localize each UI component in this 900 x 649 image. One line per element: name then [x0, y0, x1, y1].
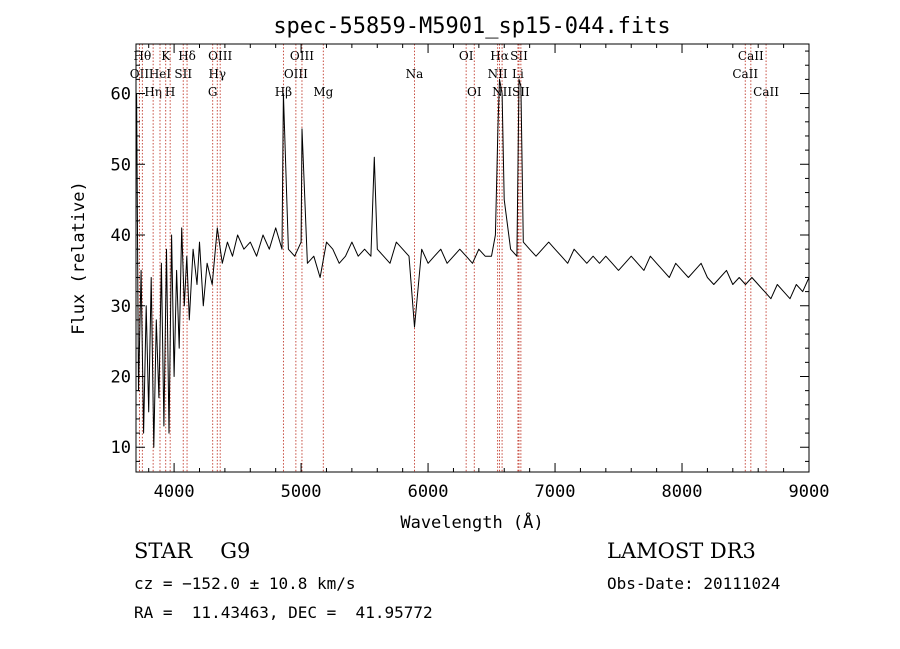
- line-marker-label-24: CaII: [738, 49, 764, 63]
- line-marker-label-16: OI: [459, 49, 474, 63]
- x-tick-label-6000: 6000: [408, 482, 449, 502]
- x-axis-label: Wavelength (Å): [400, 511, 543, 533]
- plot-frame: [135, 43, 810, 473]
- y-tick-label-30: 30: [111, 297, 131, 317]
- object-class: STAR G9: [134, 539, 250, 563]
- line-marker-label-0: OII: [130, 67, 150, 81]
- line-markers: OII Hθ Hη HeI K H SII Hδ OIII Hγ G Hβ OIII OIII Mg Na OI…: [130, 44, 779, 472]
- line-marker-label-10: G: [208, 85, 218, 99]
- x-tick-label-4000: 4000: [154, 482, 195, 502]
- line-marker-label-14: Mg: [313, 85, 333, 99]
- line-marker-label-12: OIII: [290, 49, 314, 63]
- y-tick-label-10: 10: [111, 438, 131, 458]
- coordinates: RA = 11.43463, DEC = 41.95772: [134, 603, 433, 622]
- line-marker-label-11: Hβ: [275, 85, 292, 99]
- line-marker-label-22: Li: [512, 67, 524, 81]
- line-marker-label-18: Hα: [490, 49, 509, 63]
- x-axis-ticks: 4000 5000 6000 7000 8000 9000: [148, 44, 830, 502]
- line-marker-label-26: CaII: [753, 85, 779, 99]
- chart-title: spec-55859-M5901_sp15-044.fits: [273, 14, 670, 39]
- line-marker-label-5: H: [165, 85, 175, 99]
- x-tick-label-5000: 5000: [281, 482, 322, 502]
- line-marker-label-19: NII: [488, 67, 508, 81]
- line-marker-label-21: SII: [510, 49, 528, 63]
- x-tick-label-9000: 9000: [789, 482, 830, 502]
- y-tick-label-50: 50: [111, 155, 131, 175]
- y-axis-ticks: 10 20 30 40 50 60: [111, 50, 809, 462]
- line-marker-label-2: Hη: [144, 85, 162, 99]
- line-marker-label-25: CaII: [732, 67, 758, 81]
- line-marker-label-17: OI: [467, 85, 482, 99]
- line-marker-label-3: HeI: [149, 67, 172, 81]
- x-tick-label-8000: 8000: [662, 482, 703, 502]
- line-marker-label-7: Hδ: [178, 49, 196, 63]
- y-tick-label-60: 60: [111, 85, 131, 105]
- survey-label: LAMOST DR3: [607, 539, 756, 563]
- obs-date: Obs-Date: 20111024: [607, 574, 781, 593]
- line-marker-label-13: OIII: [284, 67, 308, 81]
- spectrum-line-0: [136, 78, 810, 448]
- redshift-readout: cz = −152.0 ± 10.8 km/s: [134, 574, 356, 593]
- line-marker-label-4: K: [161, 49, 171, 63]
- line-marker-label-15: Na: [406, 67, 424, 81]
- y-axis-label: Flux (relative): [69, 181, 89, 335]
- subclass-label: G9: [220, 539, 251, 563]
- line-marker-label-9: Hγ: [208, 67, 226, 81]
- y-tick-label-40: 40: [111, 226, 131, 246]
- y-tick-label-20: 20: [111, 367, 131, 387]
- spectrum-series: [136, 78, 810, 448]
- spectrum-chart: spec-55859-M5901_sp15-044.fits OII Hθ Hη He…: [69, 14, 830, 533]
- line-marker-label-6: SII: [174, 67, 192, 81]
- line-marker-label-8: OIII: [208, 49, 232, 63]
- x-tick-label-7000: 7000: [535, 482, 576, 502]
- line-marker-label-1: Hθ: [133, 49, 151, 63]
- class-label: STAR: [134, 539, 193, 563]
